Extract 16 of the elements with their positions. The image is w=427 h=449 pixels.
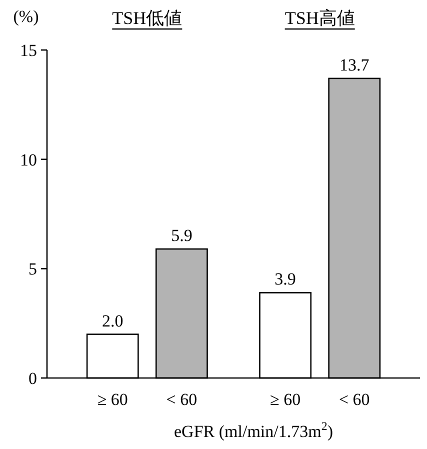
x-tick-label: < 60 [338,390,370,409]
y-axis-title: (%) [13,7,39,26]
y-tick-label: 5 [28,260,37,279]
data-label: 3.9 [274,270,296,289]
y-tick-label: 10 [20,150,37,170]
text: TSH低値 [112,8,182,28]
x-axis-title: eGFR (ml/min/1.73m$^{2}$) [174,419,333,441]
y-tick-label: 15 [20,41,37,60]
x-tick-label: < 60 [166,390,198,409]
data-label: 2.0 [102,311,124,330]
x-tick-label: ≥ 60 [270,390,301,409]
y-tick-label: 0 [28,369,37,388]
x-tick-label: ≥ 60 [97,390,128,409]
data-label: 5.9 [171,226,192,245]
data-label: 13.7 [340,55,370,74]
text: TSH高値 [284,8,355,28]
